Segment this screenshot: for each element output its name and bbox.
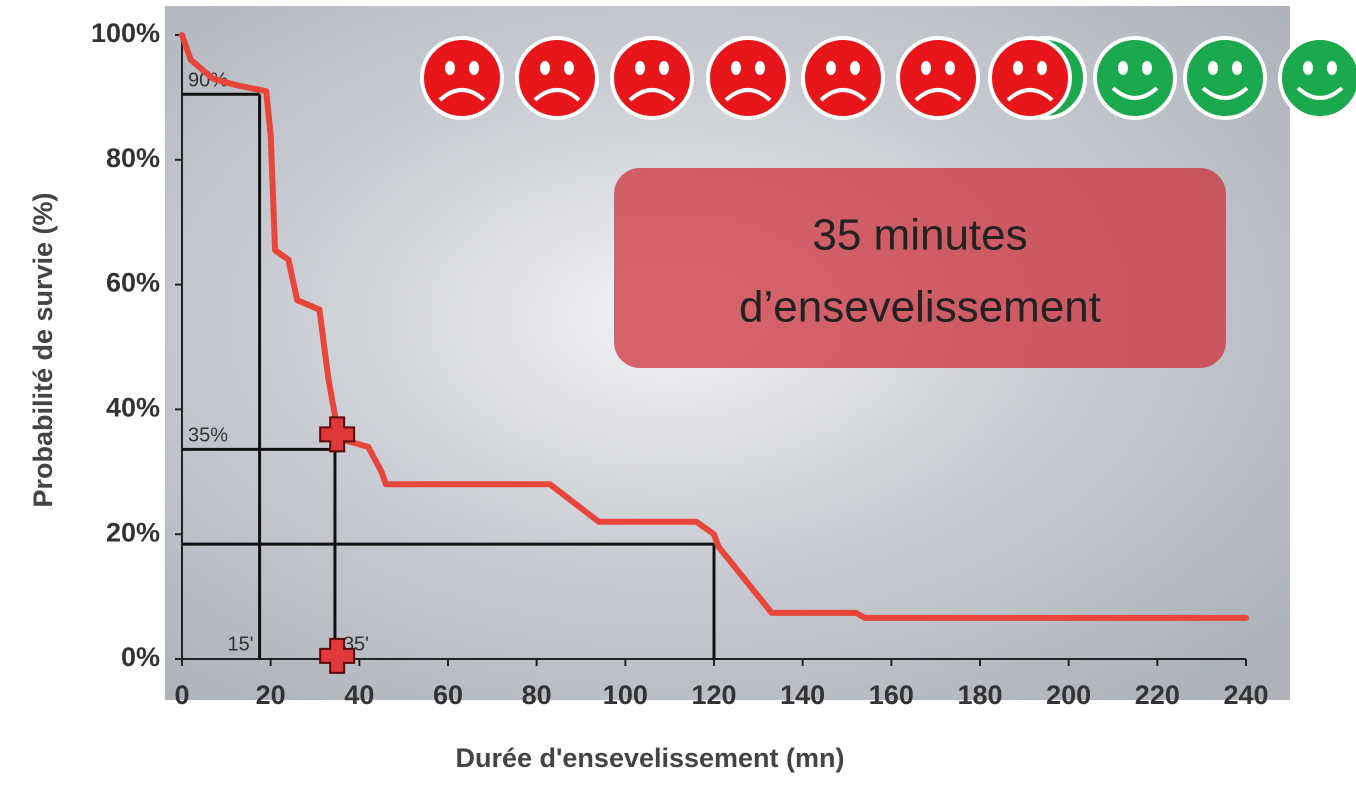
x-tick-label: 120 (691, 680, 736, 710)
x-tick-label: 80 (522, 680, 552, 710)
reference-label: 35% (188, 425, 228, 447)
x-tick-label: 200 (1046, 680, 1091, 710)
annotation: d’ensevelissement (739, 283, 1101, 332)
reference-label: 90% (188, 70, 228, 92)
x-tick-label: 60 (433, 680, 463, 710)
y-axis-label: Probabilité de survie (%) (28, 192, 58, 507)
y-tick-label: 20% (106, 517, 160, 547)
x-tick-label: 220 (1135, 680, 1180, 710)
annotation: 35 minutes (812, 211, 1027, 260)
marker (319, 416, 356, 453)
x-tick-label: 40 (344, 680, 374, 710)
y-tick-label: 60% (106, 268, 160, 298)
y-tick-label: 80% (106, 143, 160, 173)
reference-label: 15' (228, 633, 254, 655)
x-tick-label: 160 (869, 680, 914, 710)
y-tick-label: 0% (121, 642, 160, 672)
y-tick-label: 40% (106, 393, 160, 423)
x-axis-label: Durée d'ensevelissement (mn) (455, 743, 844, 773)
marker (319, 637, 356, 674)
x-tick-label: 240 (1223, 680, 1268, 710)
x-tick-label: 180 (957, 680, 1002, 710)
x-tick-label: 140 (780, 680, 825, 710)
x-tick-label: 20 (256, 680, 286, 710)
x-tick-label: 100 (603, 680, 648, 710)
y-tick-label: 100% (91, 18, 160, 48)
annotation-box (614, 168, 1226, 368)
x-tick-label: 0 (174, 680, 189, 710)
